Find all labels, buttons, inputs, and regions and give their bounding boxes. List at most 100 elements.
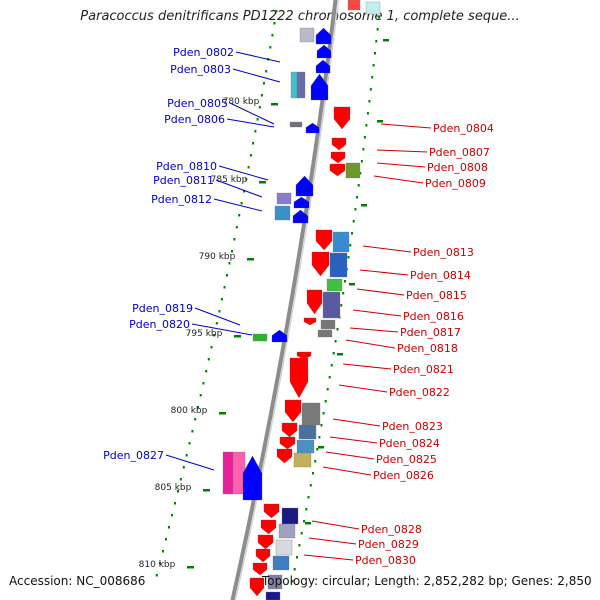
scale-tick — [187, 566, 194, 569]
cds-feature — [320, 319, 336, 330]
scale-label: 800 kbp — [171, 406, 208, 416]
gene-label-pden-0809[interactable]: Pden_0809 — [425, 177, 486, 190]
forward-gene-arrow — [292, 209, 309, 224]
scale-tick — [203, 489, 210, 492]
gene-label-pden-0824[interactable]: Pden_0824 — [379, 437, 440, 450]
callout-line — [218, 165, 269, 181]
gene-label-pden-0804[interactable]: Pden_0804 — [433, 122, 494, 135]
callout-line — [338, 384, 388, 393]
forward-gene-arrow — [310, 73, 329, 101]
scale-dot — [179, 478, 182, 481]
scale-dot — [226, 274, 228, 277]
scale-dot — [344, 280, 346, 283]
cds-feature — [365, 1, 381, 15]
gene-label-pden-0821[interactable]: Pden_0821 — [393, 363, 454, 376]
gene-label-pden-0805[interactable]: Pden_0805 — [167, 97, 228, 110]
cds-feature — [222, 451, 234, 495]
scale-tick — [234, 335, 241, 338]
gene-label-pden-0814[interactable]: Pden_0814 — [410, 269, 471, 282]
scale-dot — [171, 514, 173, 517]
scale-tick — [377, 120, 383, 123]
gene-label-pden-0823[interactable]: Pden_0823 — [382, 420, 443, 433]
gene-label-pden-0826[interactable]: Pden_0826 — [373, 469, 434, 482]
gene-label-pden-0807[interactable]: Pden_0807 — [429, 146, 490, 159]
scale-dot — [377, 16, 380, 19]
scale-dot — [300, 532, 303, 535]
gene-label-pden-0827[interactable]: Pden_0827 — [103, 449, 164, 462]
reverse-gene-arrow — [329, 163, 346, 177]
reverse-gene-arrow — [311, 251, 330, 277]
gene-label-pden-0817[interactable]: Pden_0817 — [400, 326, 461, 339]
topology-text: Topology: circular; Length: 2,852,282 bp… — [262, 574, 592, 588]
reverse-gene-arrow — [257, 534, 274, 550]
accession-text: Accession: NC_008686 — [9, 574, 146, 588]
scale-tick — [349, 283, 355, 286]
callout-line — [362, 245, 412, 253]
scale-dot — [162, 550, 164, 553]
scale-dot — [303, 520, 305, 523]
gene-label-pden-0808[interactable]: Pden_0808 — [427, 161, 488, 174]
reverse-gene-arrow — [260, 519, 277, 535]
forward-gene-arrow — [305, 122, 320, 134]
gene-features — [222, 0, 381, 600]
gene-label-pden-0803[interactable]: Pden_0803 — [170, 63, 231, 76]
gene-label-pden-0825[interactable]: Pden_0825 — [376, 453, 437, 466]
callout-line — [345, 339, 396, 349]
gene-label-pden-0818[interactable]: Pden_0818 — [397, 342, 458, 355]
gene-label-pden-0802[interactable]: Pden_0802 — [173, 46, 234, 59]
scale-dot — [309, 484, 312, 487]
scale-dot — [269, 46, 272, 49]
scale-dot — [293, 568, 296, 571]
reverse-gene-arrow — [252, 562, 268, 576]
gene-label-pden-0816[interactable]: Pden_0816 — [403, 310, 464, 323]
scale-label: 795 kbp — [186, 329, 223, 339]
scale-dot — [375, 40, 378, 43]
scale-dot — [354, 208, 357, 211]
scale-dot — [158, 562, 161, 565]
gene-label-pden-0815[interactable]: Pden_0815 — [406, 289, 467, 302]
callout-line — [329, 436, 378, 444]
cds-feature — [317, 329, 333, 338]
callout-line — [376, 162, 426, 168]
callout-lines — [165, 51, 432, 561]
gene-label-pden-0806[interactable]: Pden_0806 — [164, 113, 225, 126]
gene-label-pden-0813[interactable]: Pden_0813 — [413, 246, 474, 259]
scale-dot — [314, 460, 317, 463]
scale-dot — [235, 226, 238, 229]
scale-dot — [155, 574, 158, 577]
gene-label-pden-0828[interactable]: Pden_0828 — [361, 523, 422, 536]
forward-gene-arrow — [293, 196, 310, 209]
scale-dot — [312, 472, 314, 475]
cds-feature — [329, 252, 348, 278]
gene-label-pden-0811[interactable]: Pden_0811 — [153, 174, 214, 187]
gene-label-pden-0822[interactable]: Pden_0822 — [389, 386, 450, 399]
callout-line — [332, 418, 381, 427]
scale-tick — [361, 204, 367, 207]
scale-dot — [342, 292, 345, 295]
scale-label: 790 kbp — [199, 252, 236, 262]
callout-line — [342, 363, 392, 370]
scale-dot — [359, 172, 362, 175]
scale-labels: 780 kbp 785 kbp 790 kbp 795 kbp 800 kbp 805 k… — [139, 97, 278, 570]
gene-label-pden-0810[interactable]: Pden_0810 — [156, 160, 217, 173]
scale-dot — [205, 370, 208, 373]
gene-label-pden-0812[interactable]: Pden_0812 — [151, 193, 212, 206]
scale-dot — [260, 94, 263, 97]
scale-dot — [245, 178, 248, 181]
gene-label-pden-0820[interactable]: Pden_0820 — [129, 318, 190, 331]
scale-dot — [362, 148, 365, 151]
cds-feature — [274, 205, 291, 221]
scale-label: 785 kbp — [211, 175, 248, 185]
callout-line — [322, 466, 372, 476]
cds-feature — [267, 574, 283, 590]
scale-dot — [199, 394, 202, 397]
gene-label-pden-0829[interactable]: Pden_0829 — [358, 538, 419, 551]
gene-label-pden-0819[interactable]: Pden_0819 — [132, 302, 193, 315]
cds-feature — [272, 555, 290, 571]
reverse-gene-arrow — [306, 289, 323, 315]
scale-dot — [349, 244, 352, 247]
gene-label-pden-0830[interactable]: Pden_0830 — [355, 554, 416, 567]
callout-line — [215, 179, 263, 198]
scale-dot — [271, 34, 274, 37]
callout-line — [229, 102, 275, 125]
